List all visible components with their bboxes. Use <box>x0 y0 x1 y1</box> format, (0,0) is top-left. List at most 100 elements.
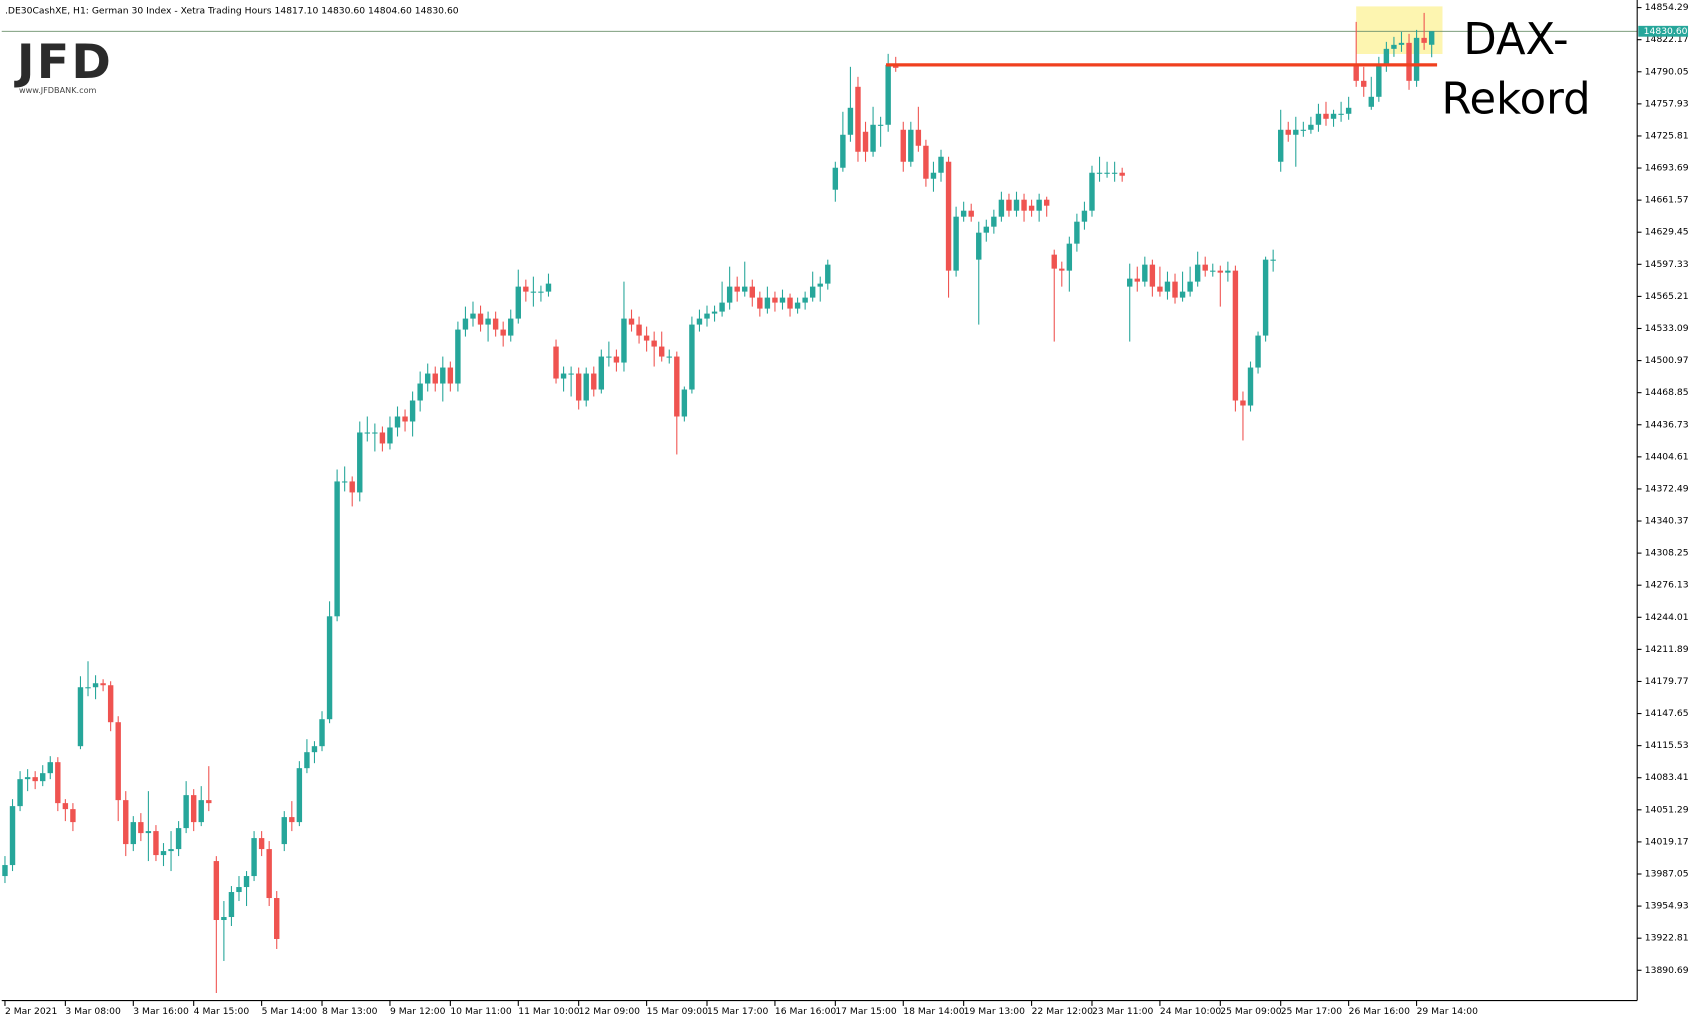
plot <box>1 6 1638 993</box>
candle-body <box>319 719 325 747</box>
candle-body <box>734 286 740 292</box>
candle-body <box>47 762 53 774</box>
candle-body <box>1240 400 1246 406</box>
candle-body <box>1247 367 1254 406</box>
candle-body <box>1081 210 1088 222</box>
candle-body <box>206 800 212 804</box>
candle-body <box>168 849 174 852</box>
y-tick-label: 14308.25 <box>1645 548 1689 559</box>
candle-body <box>772 297 778 303</box>
candle-body <box>1051 254 1057 269</box>
candle-body <box>1210 270 1216 272</box>
candle-body <box>1202 264 1208 271</box>
candle-body <box>1036 199 1042 211</box>
candle-body <box>1096 172 1103 174</box>
candle-body <box>236 887 242 893</box>
candle-body <box>40 773 46 782</box>
y-tick-label: 14597.33 <box>1645 259 1689 270</box>
x-tick-label: 3 Mar 08:00 <box>65 1006 121 1017</box>
y-tick-label: 14276.13 <box>1645 580 1689 591</box>
candle-body <box>560 373 567 379</box>
candle-body <box>326 616 333 720</box>
candle-body <box>711 311 718 314</box>
candle-body <box>409 400 416 422</box>
candle-body <box>1232 270 1239 401</box>
candle-body <box>689 324 695 390</box>
candle-body <box>908 129 914 162</box>
candle-body <box>440 367 446 384</box>
candle-body <box>1089 172 1095 211</box>
candle-body <box>1300 129 1307 131</box>
candle-body <box>251 838 257 877</box>
candle-body <box>704 313 710 319</box>
y-tick-label: 14790.05 <box>1645 66 1689 77</box>
candle-body <box>787 297 793 309</box>
candle-body <box>613 356 620 363</box>
candle-body <box>508 318 514 336</box>
candle-body <box>681 389 688 417</box>
candle-body <box>825 264 831 284</box>
y-tick-label: 14211.89 <box>1645 644 1689 655</box>
candle-body <box>266 849 272 899</box>
candle-body <box>915 129 922 146</box>
x-tick-label: 3 Mar 16:00 <box>133 1006 189 1017</box>
candle-body <box>1157 286 1163 292</box>
candle-body <box>123 800 129 845</box>
x-tick-label: 12 Mar 09:00 <box>579 1006 640 1017</box>
candle-body <box>364 432 371 434</box>
candle-body <box>606 356 612 358</box>
candle-body <box>160 851 167 856</box>
candle-body <box>258 838 265 850</box>
x-tick-label: 9 Mar 12:00 <box>390 1006 446 1017</box>
candle-body <box>107 685 114 723</box>
candle-body <box>870 124 876 152</box>
candle-body <box>1194 264 1201 282</box>
candle-body <box>1006 199 1012 211</box>
candle-body <box>757 297 763 309</box>
y-tick-label: 14757.93 <box>1645 98 1689 109</box>
candle-body <box>100 683 106 686</box>
candle-body <box>500 329 506 336</box>
candle-body <box>945 161 952 271</box>
candle-body <box>145 831 152 834</box>
candle-body <box>1406 42 1412 81</box>
candle-body <box>115 722 121 801</box>
candle-body <box>213 861 220 921</box>
candle-body <box>62 803 69 810</box>
candle-body <box>1013 199 1020 211</box>
last-price-box <box>1638 25 1689 37</box>
candle-body <box>77 687 84 747</box>
candle-body <box>424 373 431 384</box>
candle-body <box>153 831 159 856</box>
candle-body <box>1104 172 1110 174</box>
candle-body <box>1262 259 1269 336</box>
y-tick-label: 14340.37 <box>1645 516 1689 527</box>
x-tick-label: 17 Mar 15:00 <box>835 1006 896 1017</box>
candle-body <box>651 340 657 347</box>
candle-body <box>462 318 469 330</box>
candle-body <box>643 335 650 341</box>
candle-body <box>485 318 491 325</box>
candle-body <box>1338 113 1344 115</box>
candle-body <box>2 865 8 877</box>
candle-body <box>1323 113 1329 119</box>
candle-body <box>779 297 786 303</box>
x-tick-label: 15 Mar 09:00 <box>647 1006 708 1017</box>
y-tick-label: 14565.21 <box>1645 291 1689 302</box>
candle-body <box>998 199 1005 217</box>
candle-body <box>138 822 144 834</box>
candle-body <box>1308 124 1314 130</box>
candle-body <box>862 131 869 152</box>
x-tick-label: 10 Mar 11:00 <box>450 1006 511 1017</box>
x-tick-label: 26 Mar 16:00 <box>1349 1006 1410 1017</box>
y-tick-label: 14436.73 <box>1645 419 1689 430</box>
candle-body <box>402 416 408 422</box>
candle-body <box>809 286 816 298</box>
candle-body <box>545 283 552 292</box>
y-tick-label: 13922.81 <box>1645 933 1689 944</box>
candle-body <box>1368 96 1374 107</box>
y-tick-label: 14661.57 <box>1645 195 1689 206</box>
candle-body <box>583 373 589 401</box>
candle-body <box>953 216 959 271</box>
candle-body <box>666 356 672 358</box>
